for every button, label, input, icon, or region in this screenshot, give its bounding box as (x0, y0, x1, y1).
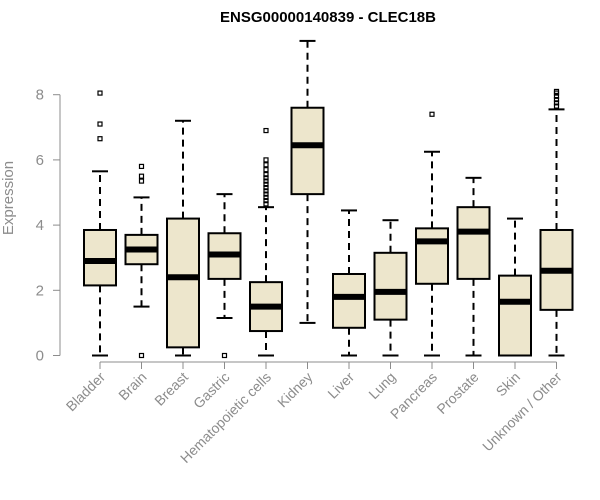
box-group (415, 111, 449, 357)
box-iqr (83, 228, 117, 287)
box-group (83, 90, 117, 357)
outlier-point (263, 157, 269, 163)
outlier-point (553, 88, 560, 95)
x-tick-label: Liver (324, 369, 357, 402)
chart-title: ENSG00000140839 - CLEC18B (220, 9, 436, 26)
box-group (332, 209, 366, 357)
outlier-point (138, 352, 145, 359)
outlier-point (97, 90, 103, 96)
outlier-point (553, 96, 560, 103)
box-group (290, 39, 325, 324)
box-group (456, 176, 491, 357)
outlier-point (138, 163, 145, 170)
y-tick-label: 6 (36, 152, 44, 169)
x-tick-label: Bladder (63, 369, 109, 415)
outlier-point (263, 181, 269, 187)
outlier-point (263, 175, 269, 181)
y-tick-label: 8 (36, 87, 44, 104)
box-iqr (332, 273, 366, 329)
outlier-point (263, 198, 269, 204)
x-tick-label: Lung (365, 369, 398, 402)
box-iqr (290, 106, 325, 196)
outlier-point (138, 173, 145, 179)
box-group (539, 88, 574, 357)
outlier-point (263, 162, 269, 168)
box-iqr (415, 227, 449, 285)
y-tick-label: 4 (36, 217, 44, 234)
plot-area (83, 39, 574, 359)
x-tick-label: Skin (493, 369, 524, 400)
box-iqr (373, 251, 408, 321)
outlier-point (263, 201, 269, 207)
y-tick-label: 0 (36, 348, 44, 365)
outlier-point (263, 191, 269, 197)
outlier-point (221, 352, 228, 359)
outlier-point (263, 167, 269, 173)
outlier-point (263, 171, 269, 178)
box-group (498, 217, 532, 357)
outlier-point (263, 127, 269, 134)
x-tick-label: Breast (151, 369, 191, 409)
outlier-point (263, 178, 269, 184)
outlier-point (553, 103, 560, 109)
box-iqr (456, 206, 491, 280)
y-axis-label: Expression (0, 161, 17, 235)
y-tick-label: 2 (36, 282, 44, 299)
box-group (166, 119, 200, 357)
x-tick-label: Kidney (274, 369, 316, 411)
x-tick-label: Prostate (433, 369, 481, 417)
outlier-point (553, 93, 560, 99)
outlier-point (263, 188, 269, 194)
outlier-point (97, 121, 103, 127)
x-tick-label: Brain (115, 369, 149, 403)
outlier-point (553, 100, 560, 106)
box-group (373, 219, 408, 357)
box-iqr (498, 274, 532, 357)
outlier-point (263, 194, 269, 200)
outlier-point (138, 178, 145, 184)
box-iqr (166, 217, 200, 349)
outlier-point (263, 185, 269, 191)
outlier-point (97, 136, 103, 142)
outlier-point (429, 111, 435, 117)
box-group (249, 127, 283, 357)
x-tick-label: Unknown / Other (479, 369, 565, 455)
y-axis: 0 2 4 6 8 (36, 87, 61, 365)
box-group (124, 163, 159, 359)
box-group (207, 193, 242, 359)
